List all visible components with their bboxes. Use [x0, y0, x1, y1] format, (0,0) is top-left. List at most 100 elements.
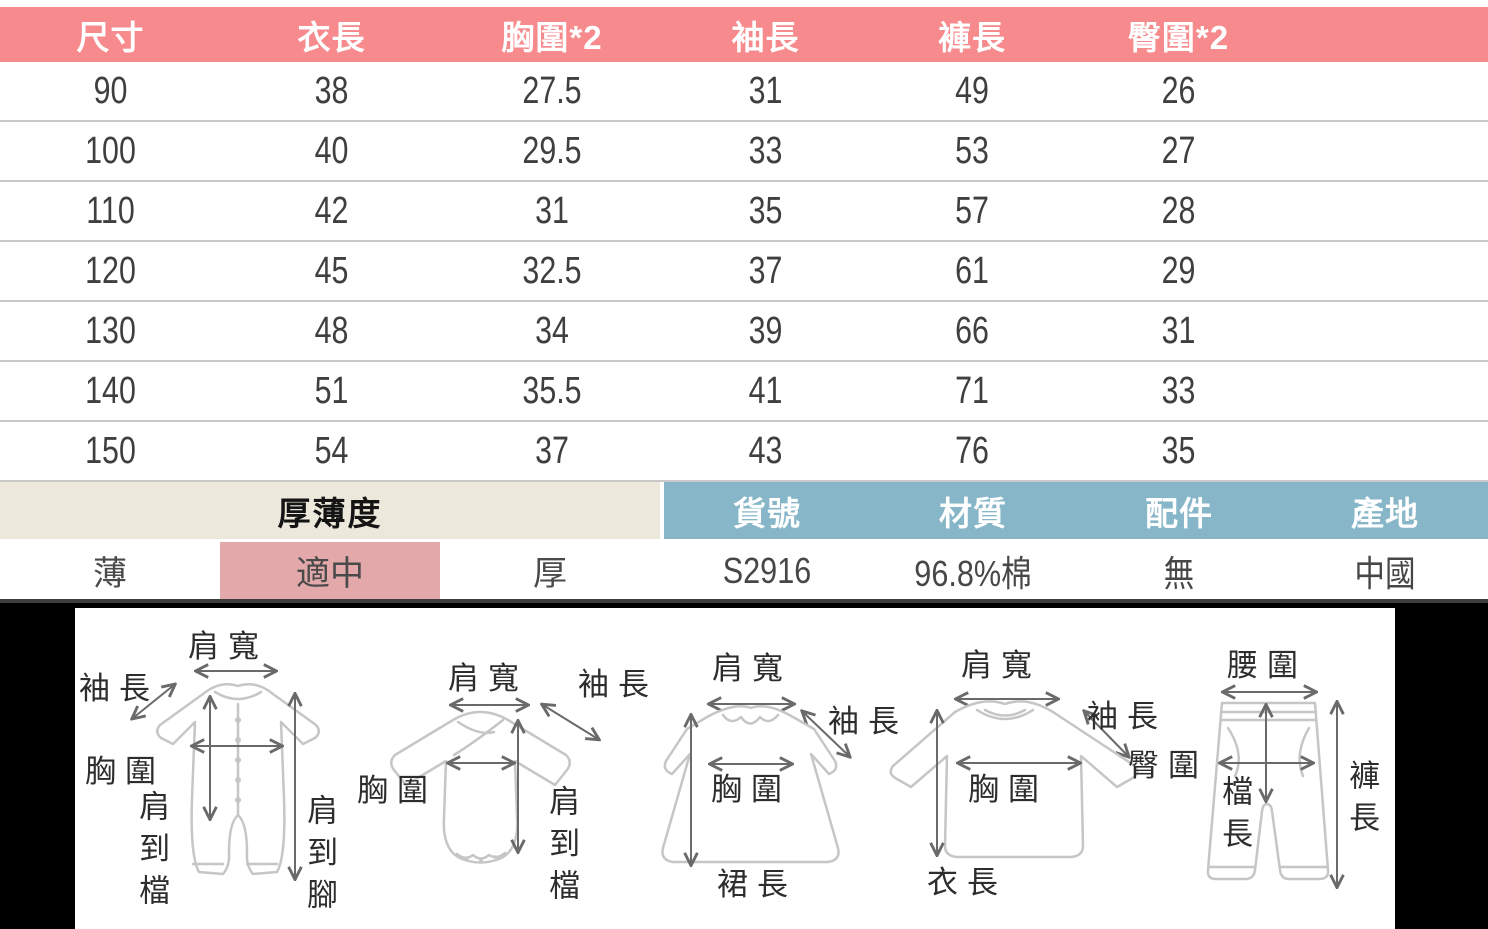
size-cell: 40 [314, 129, 349, 172]
top-diagram [889, 699, 1139, 859]
pants-diagram [1206, 692, 1337, 886]
size-cell: 35 [748, 189, 783, 232]
dress-diagram [661, 704, 849, 864]
romper-sleeve-length-label: 袖長 [79, 671, 159, 706]
size-cell: 32.5 [522, 249, 582, 292]
top-sleeve-length-label: 袖長 [1087, 699, 1167, 734]
info-column-header: 產地 [1351, 494, 1419, 532]
size-cell: 31 [1161, 309, 1196, 352]
size-cell: 42 [314, 189, 349, 232]
info-column-header: 配件 [1145, 494, 1213, 532]
size-cell: 150 [85, 429, 136, 472]
size-column-header: 袖長 [731, 18, 800, 56]
diagram-panel: 肩寬 袖長 胸圍 肩到檔 肩到腳 肩寬 袖長 胸圍 肩到檔 肩寬 袖長 胸圍 裙… [75, 608, 1395, 929]
size-cell: 35 [1161, 429, 1196, 472]
romper-shoulder-to-foot-label: 肩到腳 [302, 794, 338, 920]
product-info-header: 貨號 材質 配件 產地 [664, 482, 1488, 542]
size-table-row: 150 54 37 43 76 35 [0, 422, 1488, 482]
pants-hip-label: 臀圍 [1128, 748, 1208, 783]
thickness-options: 薄 適中 厚 [0, 542, 660, 599]
size-cell: 66 [955, 309, 989, 352]
size-cell: 51 [314, 369, 349, 412]
bodysuit-sleeve-length-label: 袖長 [578, 667, 658, 702]
top-clothing-length-label: 衣長 [927, 865, 1007, 900]
bodysuit-diagram [390, 705, 598, 864]
size-cell: 41 [748, 369, 783, 412]
size-cell: 27.5 [522, 69, 582, 112]
info-value: 無 [1163, 552, 1195, 594]
romper-chest-label: 胸圍 [85, 754, 165, 789]
size-cell-empty [1303, 62, 1468, 120]
top-shoulder-width-label: 肩寬 [961, 648, 1041, 683]
info-column-header: 貨號 [733, 494, 801, 532]
pants-crotch-length-label: 檔長 [1217, 775, 1253, 859]
size-column-header: 尺寸 [76, 18, 145, 56]
size-cell: 100 [85, 129, 136, 172]
band-divider [660, 482, 664, 542]
thickness-option: 厚 [533, 555, 567, 593]
size-cell: 57 [955, 189, 989, 232]
thickness-option-selected: 適中 [220, 542, 440, 599]
size-cell: 90 [93, 69, 128, 112]
size-cell: 29 [1161, 249, 1196, 292]
size-cell: 27 [1161, 129, 1196, 172]
size-cell: 35.5 [522, 369, 582, 412]
size-cell-empty [1303, 302, 1468, 360]
section-header-band: 厚薄度 貨號 材質 配件 產地 [0, 482, 1488, 542]
size-cell: 110 [86, 189, 135, 232]
size-cell: 28 [1161, 189, 1196, 232]
bodysuit-shoulder-width-label: 肩寬 [448, 661, 528, 696]
measurement-diagram-art [75, 608, 1395, 929]
size-cell-empty [1303, 182, 1468, 240]
band-divider [660, 542, 664, 599]
pants-length-label: 褲長 [1344, 759, 1380, 843]
size-cell: 34 [535, 309, 569, 352]
size-cell: 37 [535, 429, 569, 472]
thickness-option: 薄 [93, 555, 127, 593]
size-table-row: 90 38 27.5 31 49 26 [0, 62, 1488, 122]
dress-chest-label: 胸圍 [711, 772, 791, 807]
size-column-header-empty [1282, 7, 1488, 62]
size-cell: 76 [955, 429, 989, 472]
size-cell: 26 [1161, 69, 1196, 112]
size-cell-empty [1303, 122, 1468, 180]
info-column-header: 材質 [939, 494, 1007, 532]
romper-shoulder-to-crotch-label: 肩到檔 [134, 790, 170, 916]
size-cell: 37 [748, 249, 783, 292]
section-value-band: 薄 適中 厚 S2916 96.8%棉 無 中國 [0, 542, 1488, 603]
size-cell-empty [1303, 242, 1468, 300]
size-cell: 39 [748, 309, 783, 352]
size-table-row: 130 48 34 39 66 31 [0, 302, 1488, 362]
size-cell: 45 [314, 249, 349, 292]
size-cell: 29.5 [522, 129, 582, 172]
top-chest-label: 胸圍 [968, 772, 1048, 807]
thickness-header: 厚薄度 [0, 482, 660, 542]
size-cell-empty [1303, 362, 1468, 420]
pants-waist-label: 腰圍 [1227, 648, 1307, 683]
size-table-body: 90 38 27.5 31 49 26 100 40 29.5 33 53 27 110 42 31 35 57… [0, 62, 1488, 482]
size-cell: 71 [955, 369, 989, 412]
size-column-header: 臀圍*2 [1127, 18, 1230, 56]
size-cell: 61 [955, 249, 989, 292]
size-cell: 140 [85, 369, 136, 412]
size-table-row: 140 51 35.5 41 71 33 [0, 362, 1488, 422]
size-cell: 54 [314, 429, 349, 472]
size-cell-empty [1303, 422, 1468, 480]
size-cell: 43 [748, 429, 783, 472]
size-cell: 49 [955, 69, 989, 112]
dress-sleeve-length-label: 袖長 [828, 704, 908, 739]
romper-shoulder-width-label: 肩寬 [188, 629, 268, 664]
info-value: S2916 [722, 549, 812, 591]
size-column-header: 衣長 [297, 18, 366, 56]
size-cell: 130 [85, 309, 136, 352]
dress-skirt-length-label: 裙長 [717, 867, 797, 902]
size-table-header: 尺寸 衣長 胸圍*2 袖長 褲長 臀圍*2 [0, 7, 1488, 62]
size-cell: 31 [748, 69, 783, 112]
product-info-values: S2916 96.8%棉 無 中國 [664, 542, 1488, 599]
size-cell: 33 [1161, 369, 1196, 412]
dress-shoulder-width-label: 肩寬 [712, 651, 792, 686]
romper-diagram [133, 671, 320, 878]
size-table-row: 120 45 32.5 37 61 29 [0, 242, 1488, 302]
size-cell: 33 [748, 129, 783, 172]
